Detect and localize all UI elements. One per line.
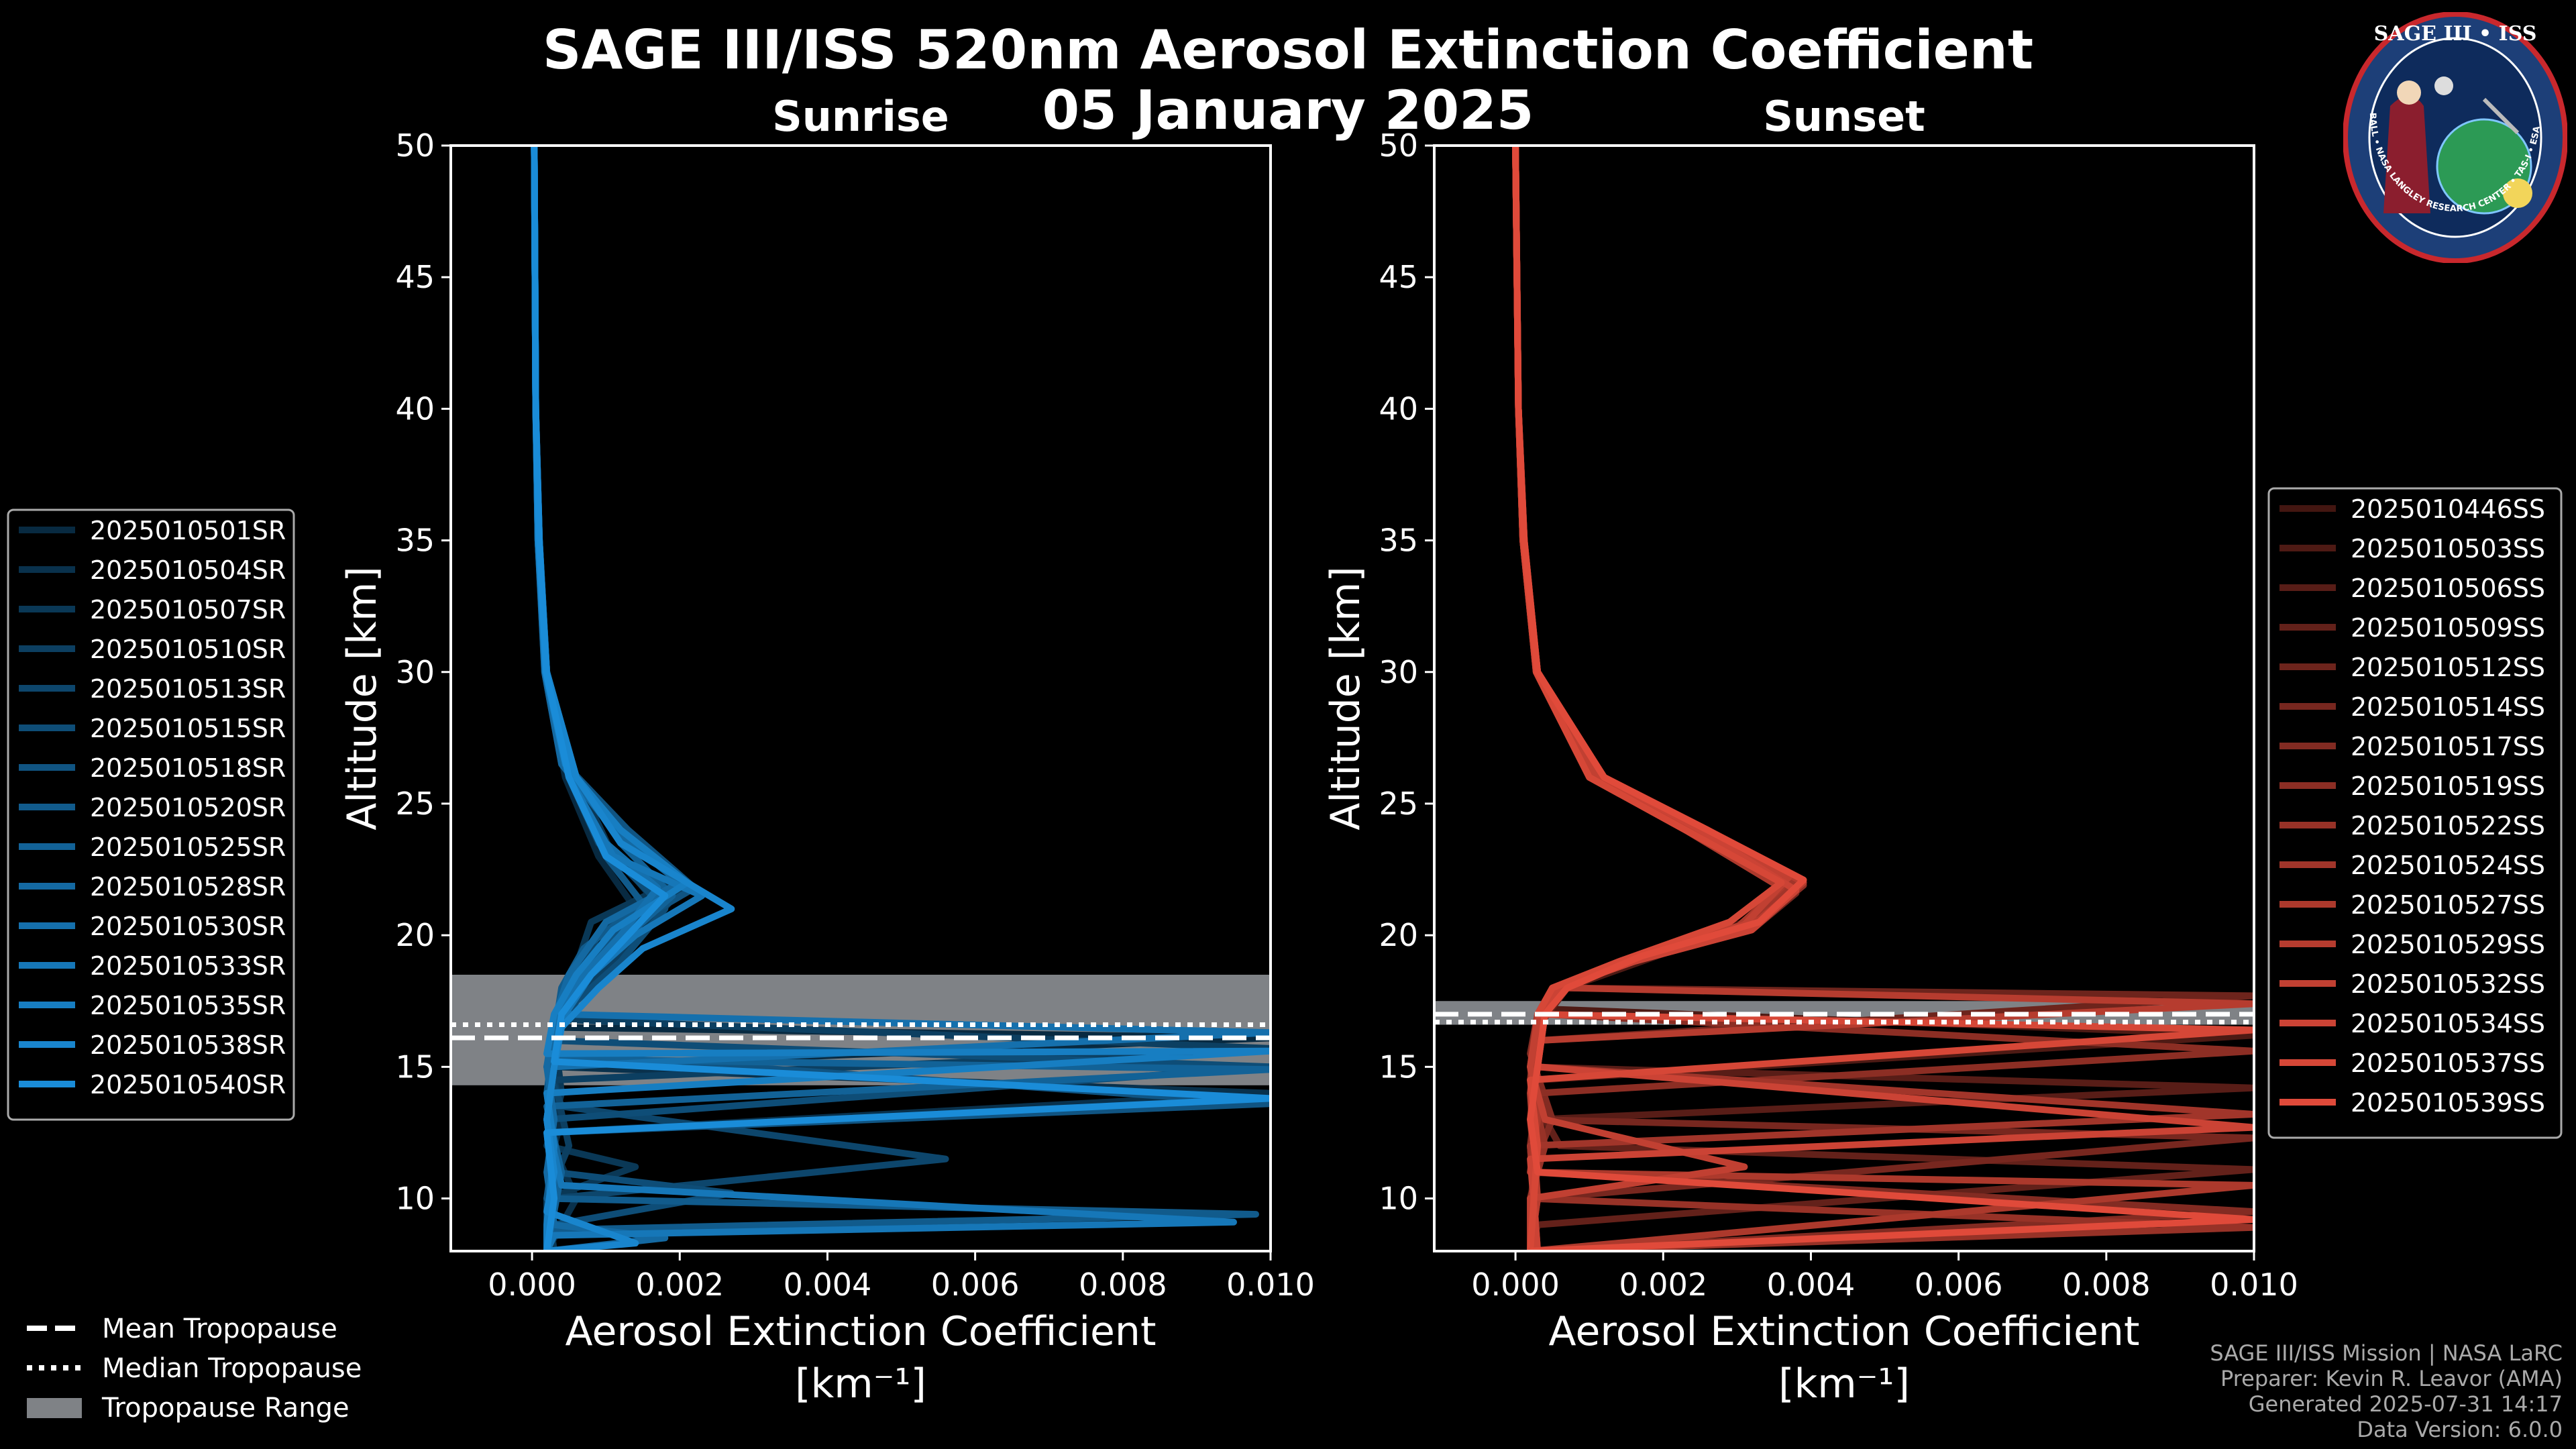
legend-label: 2025010515SR: [90, 714, 286, 743]
legend-label: 2025010530SR: [90, 912, 286, 941]
series-line: [531, 146, 1271, 1251]
y-tick-label: 50: [395, 127, 435, 164]
legend-label: 2025010535SR: [90, 991, 286, 1020]
tropopause-legend-label: Mean Tropopause: [102, 1313, 337, 1344]
x-axis-label: Aerosol Extinction Coefficient: [566, 1308, 1157, 1355]
x-tick-label: 0.000: [488, 1267, 576, 1303]
legend-label: 2025010538SR: [90, 1030, 286, 1060]
axes-frame: [1433, 144, 2255, 1252]
legend-label: 2025010512SS: [2351, 653, 2545, 682]
legend-label: 2025010509SS: [2351, 613, 2545, 643]
legend-label: 2025010446SS: [2351, 494, 2545, 524]
legend-label: 2025010520SR: [90, 793, 286, 822]
y-tick-label: 15: [1379, 1049, 1418, 1085]
legend-label: 2025010519SS: [2351, 771, 2545, 801]
y-tick-label: 45: [395, 259, 435, 295]
x-axis-unit: [km⁻¹]: [1778, 1360, 1910, 1407]
x-tick-label: 0.008: [2062, 1267, 2151, 1303]
legend-label: 2025010504SR: [90, 555, 286, 585]
legend-label: 2025010513SR: [90, 674, 286, 704]
legend-label: 2025010534SS: [2351, 1009, 2545, 1038]
y-tick-label: 25: [1379, 786, 1418, 822]
legend-label: 2025010529SS: [2351, 930, 2545, 959]
legend-label: 2025010506SS: [2351, 574, 2545, 603]
legend-label: 2025010507SR: [90, 595, 286, 625]
x-tick-label: 0.006: [931, 1267, 1020, 1303]
footer: SAGE III/ISS Mission | NASA LaRC Prepare…: [2210, 1340, 2563, 1442]
footer-version: Data Version: 6.0.0: [2357, 1417, 2563, 1442]
y-tick-label: 25: [395, 786, 435, 822]
panel-title: Sunrise: [772, 92, 949, 141]
x-tick-label: 0.006: [1915, 1267, 2003, 1303]
x-axis-label: Aerosol Extinction Coefficient: [1549, 1308, 2140, 1355]
legend-label: 2025010533SR: [90, 951, 286, 981]
legend-label: 2025010501SR: [90, 516, 286, 545]
legend-label: 2025010524SS: [2351, 851, 2545, 880]
x-tick-label: 0.000: [1471, 1267, 1560, 1303]
y-axis-label: Altitude [km]: [339, 566, 386, 830]
figure-subtitle: 05 January 2025: [1042, 79, 1534, 142]
y-tick-label: 40: [395, 390, 435, 427]
legend-label: 2025010540SR: [90, 1070, 286, 1099]
axes-frame: [449, 144, 1272, 1252]
footer-preparer: Preparer: Kevin R. Leavor (AMA): [2220, 1366, 2563, 1391]
x-tick-label: 0.002: [1619, 1267, 1707, 1303]
footer-generated: Generated 2025-07-31 14:17: [2248, 1391, 2563, 1417]
x-tick-label: 0.010: [1226, 1267, 1315, 1303]
legend-sunset: 2025010446SS 2025010503SS 2025010506SS 2025…: [2267, 487, 2563, 1139]
x-tick-label: 0.008: [1079, 1267, 1167, 1303]
x-tick-label: 0.002: [635, 1267, 724, 1303]
y-axis-label: Altitude [km]: [1322, 566, 1369, 830]
panel-sunset: 10 15 20 25 30 35 40 45 50 0.000 0.002 0.004 0.006 0.…: [1322, 92, 2298, 1407]
x-axis-unit: [km⁻¹]: [795, 1360, 926, 1407]
legend-label: 2025010514SS: [2351, 692, 2545, 722]
y-tick-label: 30: [395, 654, 435, 690]
panel-sunrise: 10 15 20 25 30 35 40 45 50 0.000 0.002 0.004 0.006 0.…: [339, 92, 1315, 1407]
legend-box: [7, 508, 295, 1121]
y-tick-label: 35: [1379, 523, 1418, 559]
y-tick-label: 15: [395, 1049, 435, 1085]
legend-label: 2025010532SS: [2351, 969, 2545, 999]
legend-box: [2267, 487, 2563, 1139]
legend-label: 2025010503SS: [2351, 534, 2545, 564]
sage-logo: SAGE III • ISS BALL • NASA LANGLEY RESEA…: [2343, 12, 2567, 263]
y-tick-label: 40: [1379, 390, 1418, 427]
legend-label: 2025010517SS: [2351, 732, 2545, 761]
panel-title: Sunset: [1763, 92, 1925, 141]
logo-title: SAGE III • ISS: [2374, 22, 2537, 46]
y-tick-label: 35: [395, 523, 435, 559]
legend-label: 2025010518SR: [90, 753, 286, 783]
series-group: [531, 146, 1271, 1251]
series-line: [1512, 146, 2254, 1251]
legend-sunrise: 2025010501SR 2025010504SR 2025010507SR 2025…: [7, 508, 295, 1121]
legend-label: 2025010522SS: [2351, 811, 2545, 841]
tropopause-legend-label: Tropopause Range: [101, 1393, 350, 1424]
legend-label: 2025010539SS: [2351, 1088, 2545, 1118]
footer-mission: SAGE III/ISS Mission | NASA LaRC: [2210, 1340, 2563, 1366]
x-tick-label: 0.010: [2210, 1267, 2298, 1303]
y-tick-label: 10: [1379, 1181, 1418, 1217]
y-tick-label: 45: [1379, 259, 1418, 295]
legend-label: 2025010525SR: [90, 833, 286, 862]
y-tick-label: 10: [395, 1181, 435, 1217]
y-tick-label: 20: [1379, 917, 1418, 953]
tropopause-legend-label: Median Tropopause: [102, 1353, 362, 1384]
y-tick-label: 30: [1379, 654, 1418, 690]
y-tick-label: 20: [395, 917, 435, 953]
legend-label: 2025010527SS: [2351, 890, 2545, 920]
x-tick-label: 0.004: [1767, 1267, 1856, 1303]
series-group: [1512, 146, 2254, 1251]
tropopause-legend: Mean Tropopause Median Tropopause Tropopau…: [27, 1313, 362, 1424]
legend-range-swatch: [27, 1398, 82, 1418]
legend-label: 2025010537SS: [2351, 1049, 2545, 1078]
y-tick-label: 50: [1379, 127, 1418, 164]
legend-label: 2025010510SR: [90, 635, 286, 664]
legend-label: 2025010528SR: [90, 872, 286, 902]
x-tick-label: 0.004: [784, 1267, 872, 1303]
figure-title: SAGE III/ISS 520nm Aerosol Extinction Co…: [542, 19, 2034, 81]
